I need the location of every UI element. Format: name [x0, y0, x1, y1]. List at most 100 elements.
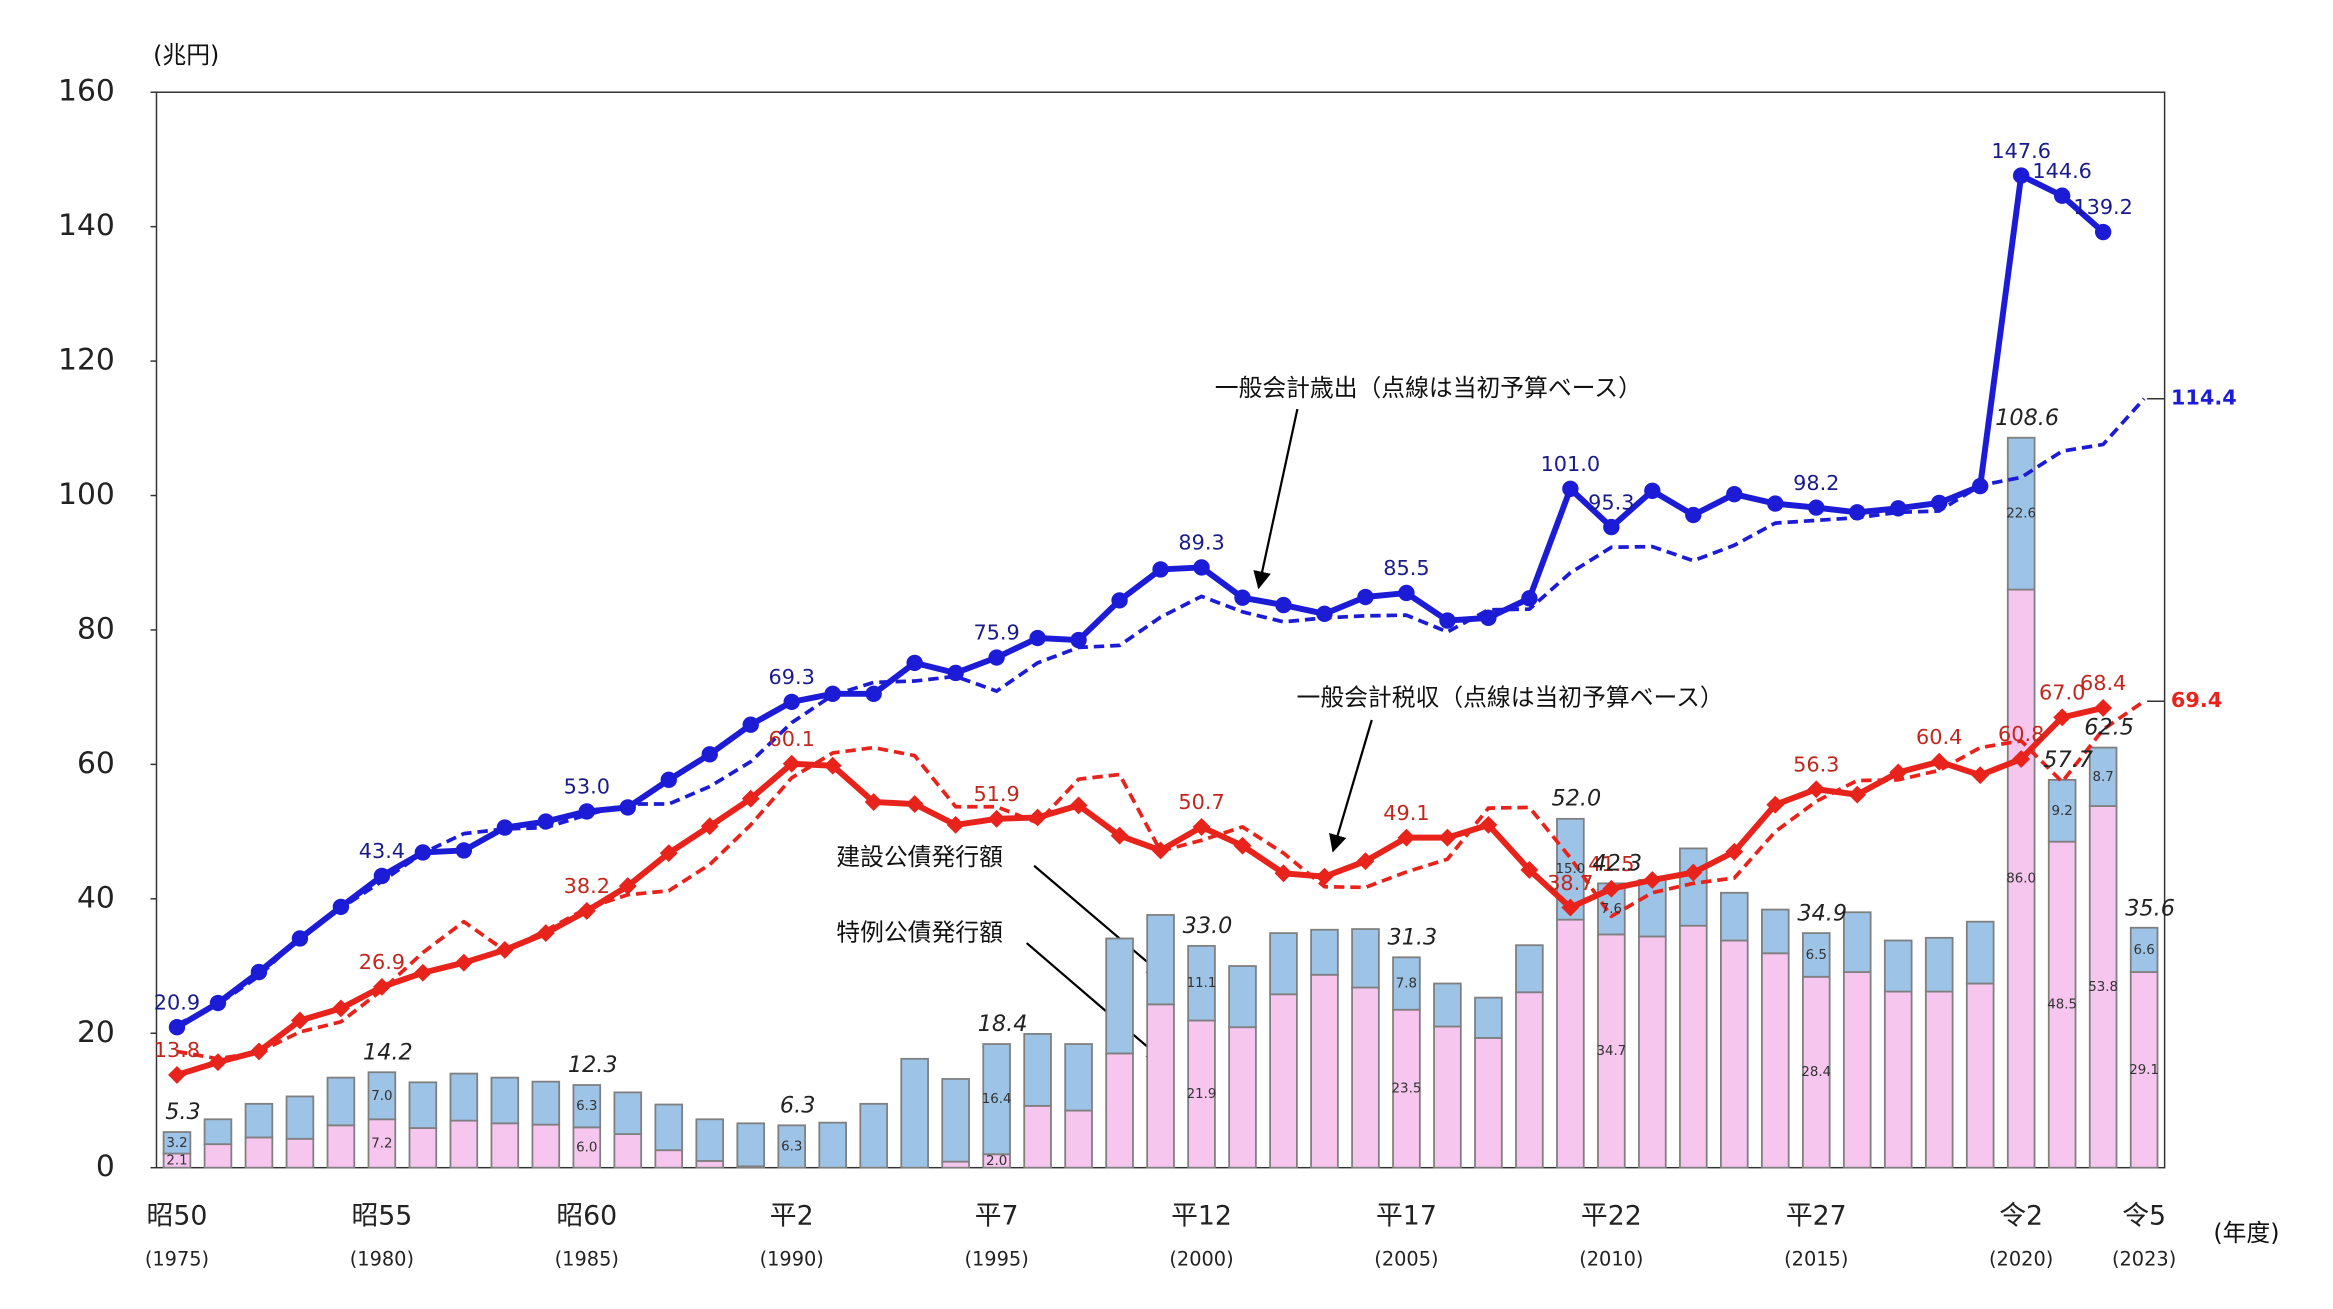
marker [1725, 842, 1744, 861]
bar-segment [1433, 982, 1462, 1028]
bar-segment [654, 1103, 684, 1152]
marker [1192, 817, 1211, 836]
bar-segment [1883, 939, 1913, 993]
segment-label: 6.3 [781, 1140, 802, 1155]
marker [1152, 561, 1169, 578]
marker [741, 789, 760, 808]
marker [782, 754, 801, 773]
marker [823, 756, 842, 775]
bar-segment [2129, 971, 2159, 1169]
bar-segment [695, 1160, 725, 1169]
y-tick-label: 100 [58, 477, 115, 512]
bar-segment [1556, 918, 1585, 1169]
marker [1971, 766, 1990, 785]
x-tick-year: (2015) [1784, 1247, 1848, 1270]
segment-label: 3.2 [166, 1136, 187, 1151]
segment-label: 2.1 [166, 1154, 187, 1169]
marker [864, 793, 883, 811]
value-label: 98.2 [1793, 471, 1839, 495]
marker [1029, 629, 1046, 647]
annotation: 一般会計歳出（点線は当初予算ベース） [1215, 374, 1642, 402]
segment-label: 53.8 [2088, 980, 2118, 995]
bar-segment [1515, 991, 1544, 1169]
marker [1193, 559, 1210, 576]
bar-segment [859, 1102, 888, 1169]
bar-segment [613, 1091, 643, 1135]
y-tick-label: 0 [96, 1149, 115, 1184]
marker [2012, 167, 2030, 184]
marker [865, 685, 882, 702]
marker [2094, 699, 2113, 717]
x-tick-label: 平12 [1171, 1200, 1232, 1231]
value-label: 69.3 [769, 665, 815, 689]
value-label: 20.9 [154, 990, 200, 1014]
value-label: 50.7 [1178, 790, 1224, 814]
x-tick-label: 令2 [1999, 1200, 2043, 1231]
marker [1357, 588, 1374, 606]
annotation: 特例公債発行額 [836, 919, 1003, 947]
bar-segment [408, 1127, 438, 1169]
value-label: 144.6 [2032, 159, 2092, 183]
x-tick-year: (2005) [1374, 1247, 1438, 1270]
marker [660, 771, 677, 789]
segment-label: 7.0 [371, 1089, 392, 1104]
marker [2012, 750, 2031, 768]
bar-segment [1720, 939, 1749, 1169]
bar-segment [1392, 956, 1421, 1011]
marker [1521, 590, 1538, 607]
segment-label: 6.5 [1806, 948, 1827, 963]
marker [1807, 780, 1826, 799]
segment-label: 9.2 [2052, 804, 2073, 819]
bar-segment [244, 1136, 274, 1169]
bar-segment [1883, 990, 1913, 1169]
marker [291, 1011, 309, 1030]
value-label: 60.8 [1998, 722, 2044, 746]
bar-segment [2047, 778, 2077, 843]
value-label: 49.1 [1383, 801, 1429, 825]
marker [1438, 828, 1457, 847]
marker [987, 809, 1006, 828]
bar-segment [1023, 1033, 1052, 1107]
bar-segment [1638, 935, 1667, 1169]
y-unit: (兆円) [153, 41, 219, 69]
bar-segment [1842, 911, 1872, 973]
total-label: 33.0 [1183, 913, 1233, 939]
marker [1726, 485, 1743, 503]
total-label: 52.0 [1551, 785, 1601, 811]
x-tick-year: (1990) [760, 1247, 824, 1270]
marker [1069, 796, 1088, 815]
y-tick-label: 60 [77, 746, 115, 781]
y-tick-label: 40 [77, 880, 115, 915]
segment-label: 11.1 [1187, 976, 1217, 991]
marker [742, 716, 759, 733]
marker [1070, 631, 1087, 649]
total-label: 12.3 [568, 1052, 618, 1078]
bar-segment [1924, 936, 1954, 993]
bar-segment [982, 1043, 1011, 1156]
x-tick-year: (2020) [1989, 1247, 2053, 1270]
segment-label: 7.8 [1396, 977, 1417, 992]
marker [1603, 518, 1620, 536]
marker [1562, 480, 1579, 497]
marker [1398, 584, 1415, 602]
annotation-arrow [1025, 942, 1165, 1062]
bar-segment [1515, 944, 1544, 994]
value-label: 53.0 [564, 775, 610, 799]
x-tick-year: (2023) [2112, 1247, 2176, 1270]
total-label: 5.3 [165, 1099, 200, 1125]
bar-segment [1228, 965, 1257, 1029]
segment-label: 8.7 [2092, 770, 2113, 785]
marker [1315, 867, 1334, 886]
segment-label: 2.0 [986, 1154, 1007, 1169]
value-label: 13.8 [154, 1038, 200, 1062]
marker [701, 746, 718, 763]
bar-segment [1924, 990, 1954, 1169]
bar-segment [1679, 924, 1708, 1169]
marker [1111, 592, 1128, 609]
bar-segment [1023, 1104, 1052, 1169]
bar-segment [1187, 944, 1216, 1022]
bar-segment [777, 1124, 806, 1169]
bar-segment [531, 1080, 561, 1126]
marker [1397, 828, 1416, 847]
bar-segment [1761, 952, 1790, 1169]
